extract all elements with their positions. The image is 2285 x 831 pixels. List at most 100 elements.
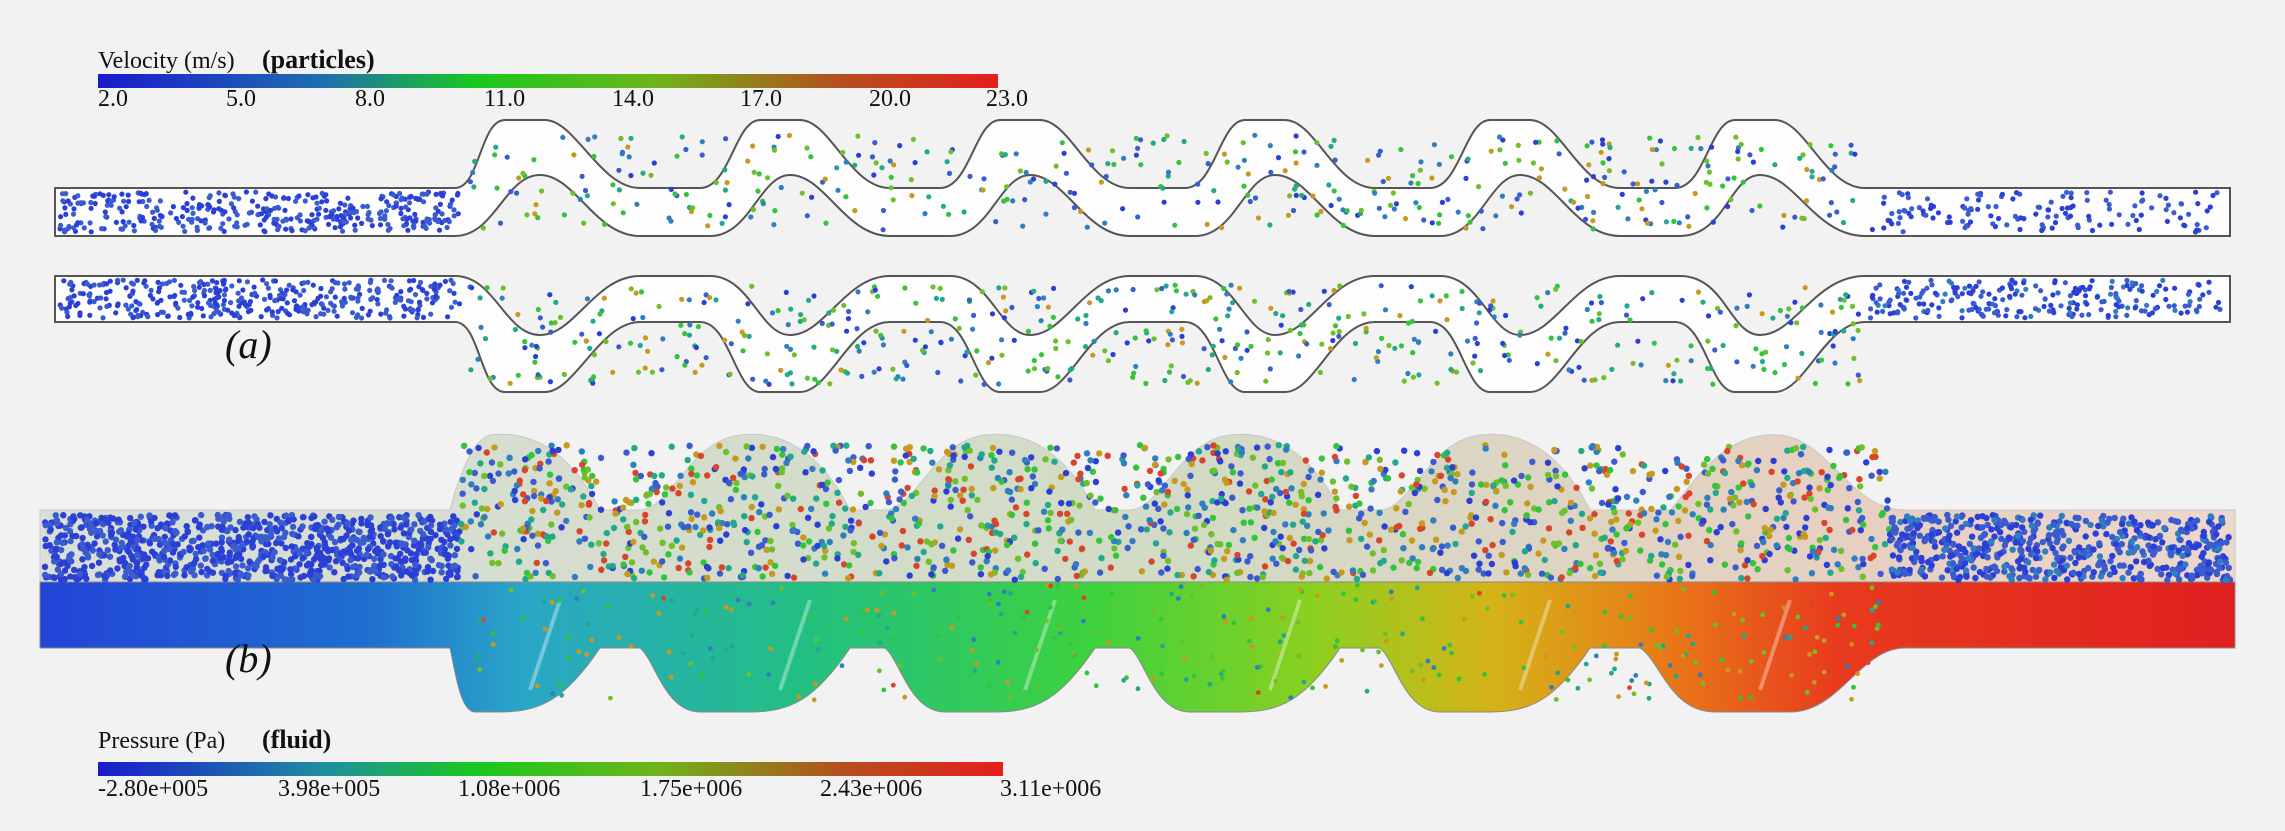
particle <box>1143 328 1149 334</box>
particle <box>1317 537 1325 544</box>
particle <box>411 223 417 229</box>
particle <box>1221 151 1227 157</box>
particle <box>1511 520 1518 527</box>
particle <box>2018 309 2024 315</box>
particle <box>2132 305 2138 311</box>
particle <box>277 519 284 526</box>
particle <box>1509 204 1515 210</box>
particle <box>1185 455 1192 463</box>
particle <box>512 326 519 333</box>
particle <box>1584 177 1590 183</box>
particle <box>1931 513 1939 521</box>
particle <box>885 498 893 506</box>
particle <box>276 557 284 564</box>
particle <box>1897 546 1904 554</box>
particle <box>1818 329 1824 335</box>
particle <box>588 490 596 498</box>
particle <box>2054 555 2061 562</box>
particle <box>1229 469 1237 476</box>
particle <box>772 208 778 214</box>
particle <box>1330 330 1336 336</box>
particle <box>1991 310 1998 316</box>
particle <box>840 149 846 156</box>
particle <box>393 203 399 209</box>
particle <box>1750 363 1756 369</box>
particle <box>1089 468 1097 475</box>
particle <box>1469 469 1476 476</box>
particle <box>628 286 634 292</box>
particle <box>286 282 292 288</box>
particle <box>318 285 324 292</box>
particle <box>1161 501 1168 508</box>
particle <box>1124 544 1131 552</box>
particle <box>1968 533 1976 540</box>
particle <box>2095 522 2102 530</box>
particle <box>1611 509 1618 516</box>
particle <box>1974 523 1981 531</box>
particle <box>1740 480 1747 487</box>
particle <box>155 312 161 318</box>
particle <box>660 574 668 581</box>
particle <box>1006 488 1014 496</box>
particle <box>1906 279 1912 285</box>
particle <box>1804 166 1810 173</box>
particle <box>1546 499 1553 506</box>
particle <box>1053 163 1059 169</box>
particle <box>1555 540 1563 547</box>
particle <box>832 447 839 454</box>
particle <box>787 370 794 376</box>
particle <box>489 477 497 485</box>
particle <box>524 212 530 218</box>
particle <box>2038 288 2044 294</box>
particle <box>630 574 638 582</box>
particle <box>429 567 437 575</box>
particle <box>2139 190 2145 196</box>
particle <box>83 575 90 582</box>
particle <box>1953 513 1961 520</box>
particle <box>908 177 914 183</box>
particle <box>1958 524 1965 531</box>
particle <box>2100 523 2107 530</box>
particle <box>1244 329 1250 335</box>
particle <box>1850 197 1856 204</box>
particle <box>867 457 875 464</box>
particle <box>348 209 354 215</box>
particle <box>2076 288 2082 294</box>
particle <box>1607 144 1613 151</box>
particle <box>269 572 276 580</box>
particle <box>1344 208 1350 214</box>
particle <box>1745 513 1752 520</box>
particle <box>1881 194 1887 200</box>
particle <box>1165 173 1171 179</box>
particle <box>220 221 226 227</box>
particle <box>173 300 179 306</box>
particle <box>229 283 235 289</box>
particle <box>900 376 906 382</box>
particle <box>2054 535 2061 543</box>
particle <box>1869 226 1875 233</box>
particle <box>381 277 388 283</box>
particle <box>215 515 222 522</box>
particle <box>1286 534 1294 542</box>
particle <box>595 540 602 547</box>
particle <box>804 442 811 450</box>
particle <box>1376 537 1383 544</box>
particle <box>834 555 841 562</box>
particle <box>2024 574 2032 581</box>
particle <box>892 505 900 513</box>
particle <box>2098 307 2104 313</box>
particle <box>1590 226 1596 232</box>
particle <box>1331 453 1339 461</box>
particle <box>730 521 738 529</box>
particle <box>1970 288 1976 294</box>
particle <box>100 315 106 321</box>
particle <box>1045 365 1051 372</box>
particle <box>1274 460 1282 467</box>
particle <box>645 348 651 354</box>
particle <box>350 517 357 524</box>
particle <box>1221 285 1227 292</box>
particle <box>334 213 340 220</box>
particle <box>2213 304 2219 310</box>
particle <box>1370 477 1377 485</box>
particle <box>1578 447 1585 455</box>
